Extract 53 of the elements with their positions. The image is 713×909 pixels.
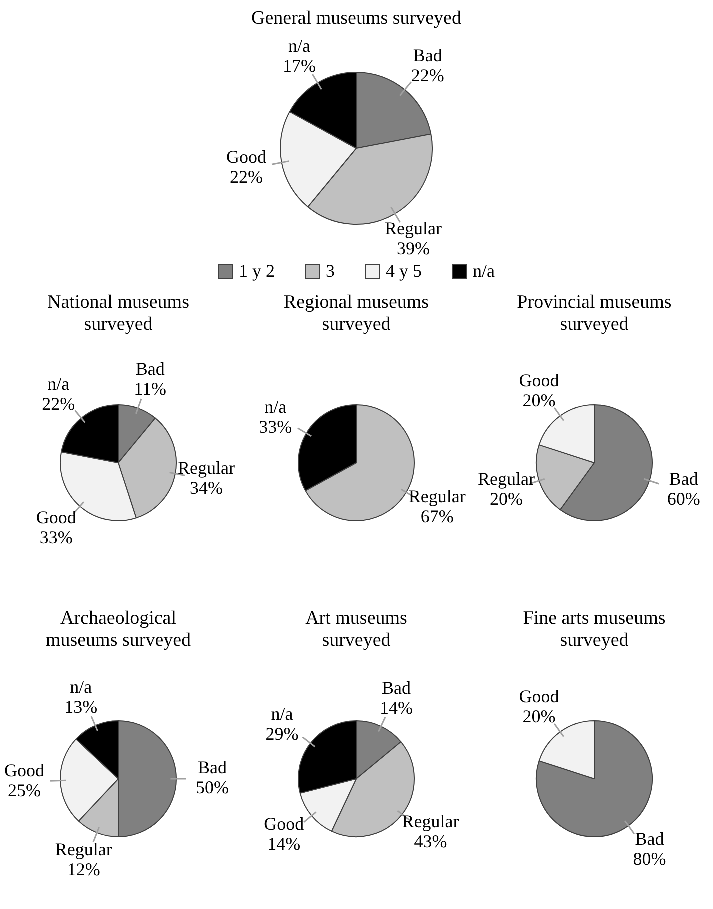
data-label: 60%	[667, 488, 700, 509]
data-label: 33%	[40, 528, 73, 548]
data-label: 11%	[134, 378, 167, 399]
slice-label: Bad	[136, 358, 165, 379]
slice-label: Regular	[55, 840, 112, 860]
data-label: 67%	[420, 506, 454, 527]
legend-label: 3	[326, 261, 335, 282]
chart-title: Provincial museums surveyed	[516, 292, 673, 336]
data-label: 29%	[266, 724, 299, 744]
data-label: 50%	[196, 778, 229, 798]
chart-title: Art museums surveyed	[304, 608, 408, 652]
slice-label: Bad	[669, 468, 698, 489]
chart-title: Archaeological museums surveyed	[44, 608, 192, 652]
legend-label: 4 y 5	[386, 261, 422, 282]
chart-title: National museums surveyed	[46, 292, 190, 336]
data-label: Good 22%	[226, 147, 266, 188]
data-label: 20%	[522, 390, 556, 411]
slice-label: Regular	[178, 458, 236, 478]
slice-label: n/a	[271, 704, 294, 724]
data-label: 13%	[64, 696, 98, 717]
slice-label: Good	[519, 686, 560, 707]
slice-label: Good	[264, 814, 304, 834]
data-label: 33%	[259, 416, 292, 437]
slice-label: Regular	[402, 812, 460, 832]
data-label: 34%	[190, 478, 224, 498]
data-label: 12%	[67, 860, 100, 880]
data-label: 43%	[414, 832, 448, 852]
data-label: 14%	[268, 834, 301, 854]
slice-label: n/a	[264, 396, 287, 417]
slice-label: Good	[519, 370, 560, 391]
slice-label: Bad	[382, 678, 412, 698]
chart-title: General museums surveyed	[252, 8, 462, 30]
legend-label: n/a	[473, 261, 495, 282]
slice-label: n/a	[48, 374, 70, 394]
slice-label: Bad	[635, 828, 664, 849]
chart-title: Regional museums surveyed	[282, 292, 430, 336]
data-label: Bad 22%	[411, 46, 444, 86]
data-label: n/a 17%	[282, 36, 316, 76]
legend-label: 1 y 2	[239, 261, 275, 282]
slice-label: Good	[36, 508, 76, 528]
chart-title: Fine arts museums surveyed	[522, 608, 667, 652]
data-label: 80%	[633, 848, 666, 869]
slice-label: Good	[4, 760, 45, 780]
data-label: 20%	[522, 706, 556, 727]
data-label: 14%	[380, 698, 414, 718]
data-label: 25%	[8, 780, 42, 800]
slice-label: Regular	[408, 486, 466, 507]
data-label: 20%	[490, 488, 523, 509]
slice-label: n/a	[70, 676, 92, 697]
data-label: Regular 39%	[385, 218, 442, 258]
slice-label: Regular	[478, 468, 535, 489]
data-label: 22%	[42, 394, 76, 414]
slice-label: Bad	[198, 758, 227, 778]
